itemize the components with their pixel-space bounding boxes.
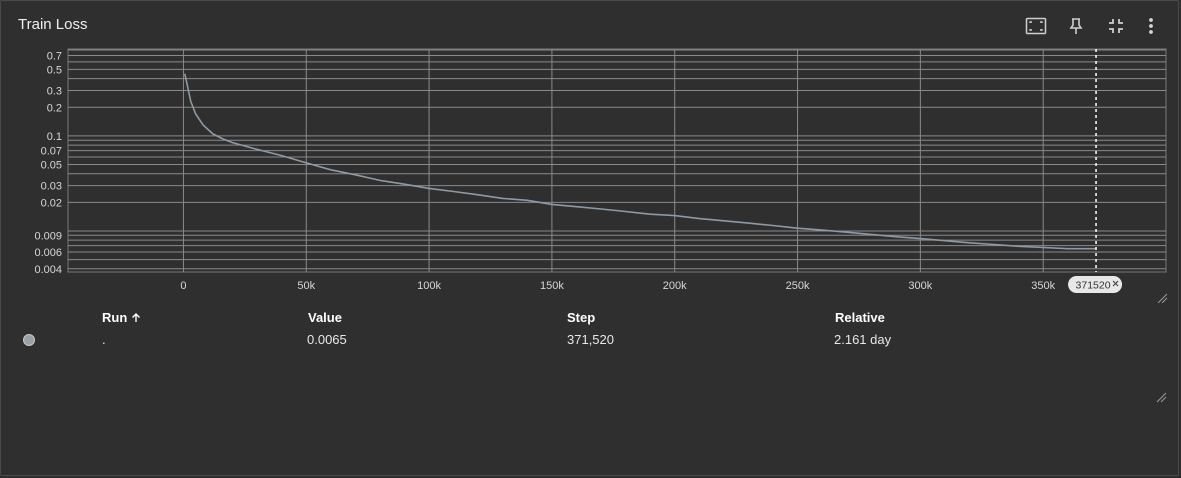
y-axis: 0.70.5 0.3 0.2 0.1 0.070.05 0.03 0.02 0.009 0.00…	[34, 51, 62, 276]
x-tick-label: 200k	[663, 280, 687, 292]
arrow-up-icon	[131, 313, 140, 322]
fit-domain-icon	[1025, 17, 1047, 35]
x-tick-label: 350k	[1031, 280, 1055, 292]
y-tick-label: 0.05	[41, 159, 62, 171]
run-color-swatch	[23, 334, 35, 346]
grid	[67, 48, 1167, 273]
x-axis: 0 50k 100k 150k 200k 250k 300k 350k	[180, 280, 1055, 292]
y-tick-label: 0.02	[41, 197, 62, 209]
x-tick-label: 250k	[786, 280, 810, 292]
series-group	[183, 73, 1096, 250]
step-cursor[interactable]: 371520	[1068, 49, 1123, 293]
y-tick-label: 0.009	[34, 230, 62, 242]
collapse-icon	[1109, 19, 1123, 33]
series-line	[183, 73, 1096, 250]
x-tick-label: 50k	[297, 280, 315, 292]
y-tick-label: 0.2	[47, 102, 62, 114]
card-title: Train Loss	[18, 16, 88, 33]
x-tick-label: 300k	[908, 280, 932, 292]
y-tick-label: 0.006	[34, 247, 62, 259]
more-vert-icon	[1149, 18, 1153, 34]
chart-resize-handle[interactable]	[1157, 293, 1168, 303]
header-run-label: Run	[102, 310, 128, 325]
y-tick-label: 0.1	[47, 131, 62, 143]
cell-run: .	[102, 332, 106, 347]
table-resize-handle[interactable]	[1155, 391, 1167, 403]
y-tick-label: 0.004	[34, 264, 62, 276]
header-value[interactable]: Value	[308, 310, 342, 325]
pin-button[interactable]	[1056, 15, 1096, 37]
close-icon[interactable]	[1112, 280, 1119, 287]
cell-step: 371,520	[567, 332, 614, 347]
cursor-step-label: 371520	[1076, 280, 1111, 292]
y-tick-label: 0.3	[47, 86, 62, 98]
line-chart[interactable]: 0.70.5 0.3 0.2 0.1 0.070.05 0.03 0.02 0.009 0.00…	[1, 41, 1181, 303]
collapse-button[interactable]	[1096, 15, 1136, 37]
header-run[interactable]: Run	[102, 310, 141, 325]
fit-domain-button[interactable]	[1016, 15, 1056, 37]
x-tick-label: 0	[180, 280, 186, 292]
plot-frame	[67, 48, 1167, 273]
y-tick-label: 0.5	[47, 64, 62, 76]
y-tick-label: 0.03	[41, 181, 62, 193]
pin-icon	[1069, 18, 1083, 34]
header-step[interactable]: Step	[567, 310, 596, 325]
cell-relative: 2.161 day	[834, 332, 892, 347]
card-toolbar	[1016, 15, 1166, 37]
y-tick-label: 0.07	[41, 146, 62, 158]
more-button[interactable]	[1136, 15, 1166, 37]
x-tick-label: 100k	[417, 280, 441, 292]
cell-value: 0.0065	[307, 332, 347, 347]
header-relative[interactable]: Relative	[835, 310, 885, 325]
cursor-chip	[1068, 276, 1123, 293]
y-tick-label: 0.7	[47, 51, 62, 63]
x-tick-label: 150k	[540, 280, 564, 292]
